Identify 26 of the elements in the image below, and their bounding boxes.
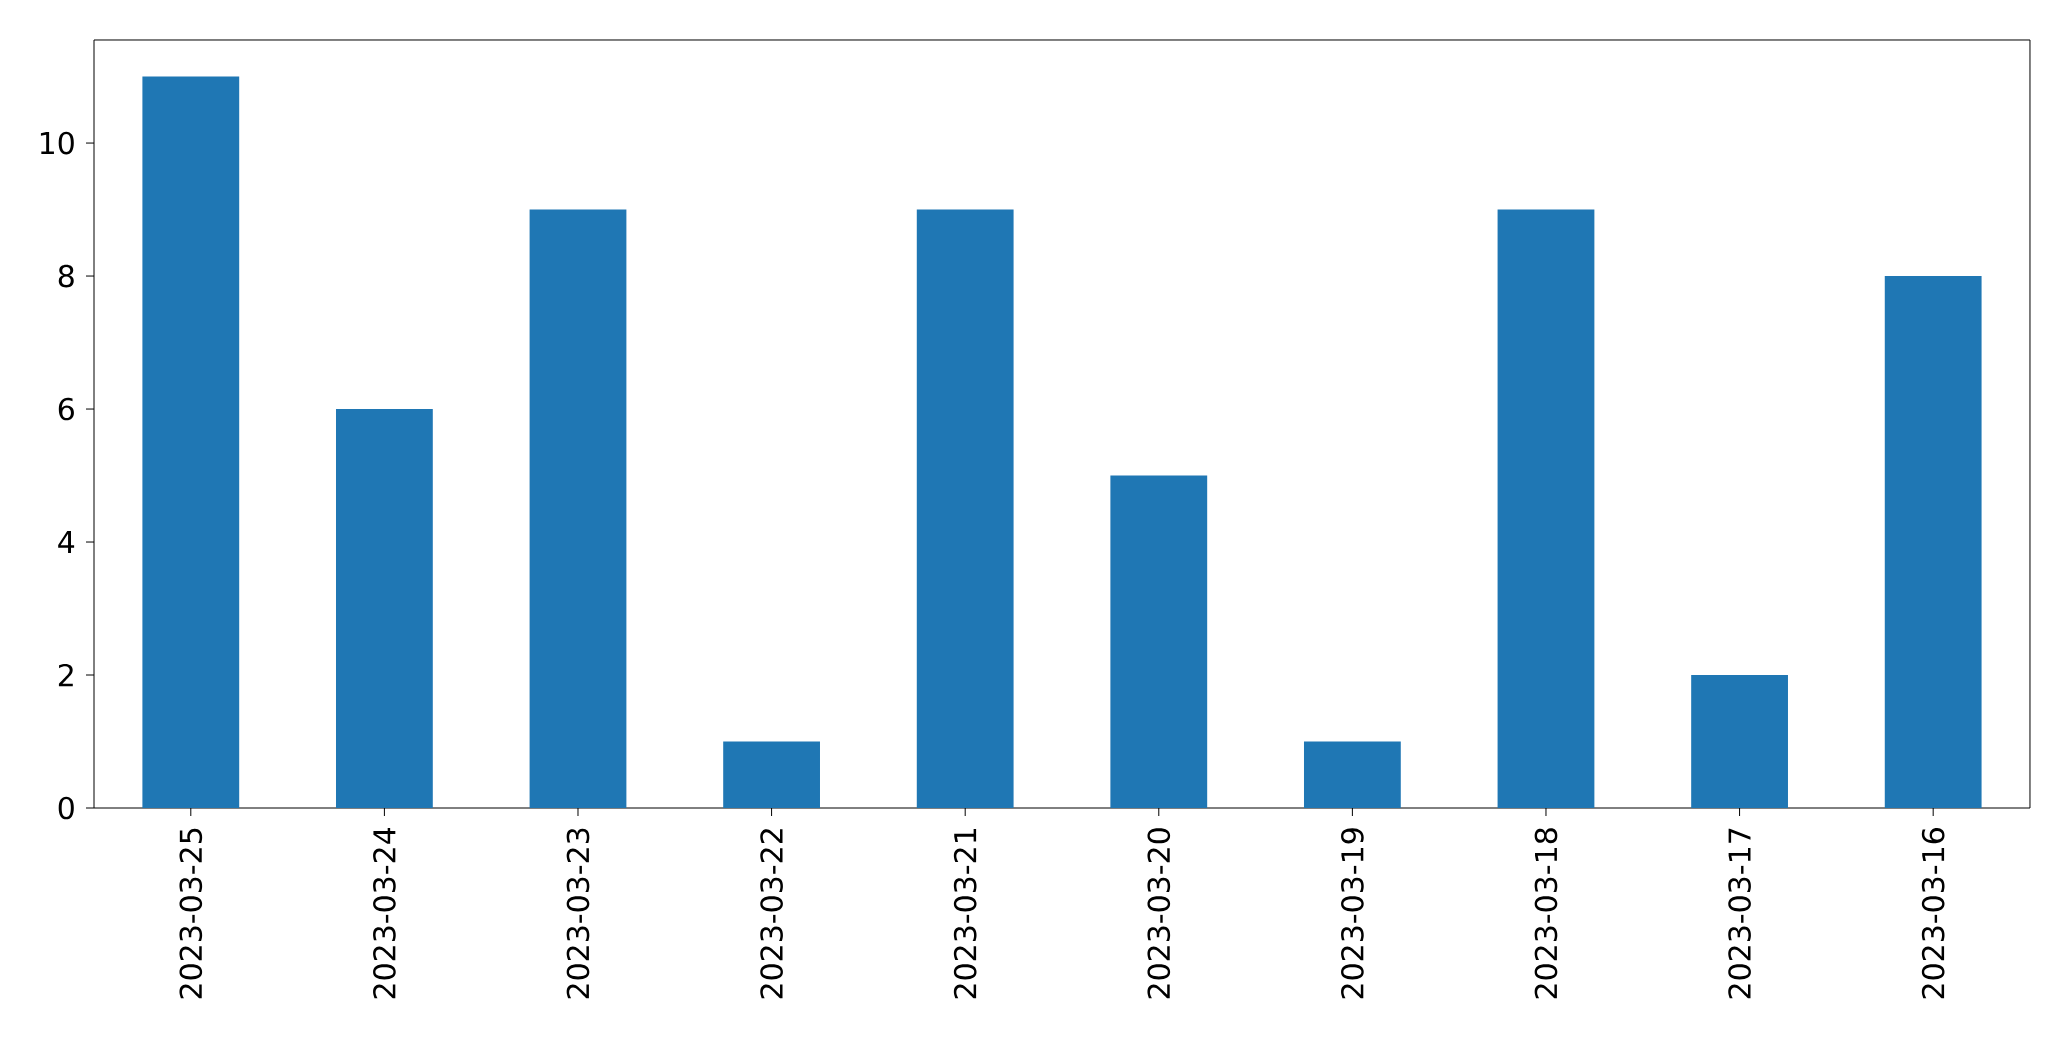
bar — [1884, 276, 1982, 808]
bar — [336, 409, 433, 808]
x-tick-label: 2023-03-19 — [1341, 828, 1364, 999]
bar — [1303, 741, 1401, 808]
x-tick-label: 2023-03-24 — [373, 827, 396, 999]
x-tick-label: 2023-03-16 — [1921, 828, 1945, 999]
bar — [1691, 675, 1788, 808]
x-tick-label: 2023-03-18 — [1534, 828, 1558, 999]
y-tick-label: 0 — [58, 796, 74, 820]
x-tick-label: 2023-03-17 — [1728, 828, 1751, 999]
x-tick-label: 2023-03-21 — [953, 829, 977, 999]
x-tick-label: 2023-03-25 — [179, 828, 203, 999]
bar — [1110, 475, 1208, 808]
bar — [916, 209, 1014, 808]
bar — [1497, 209, 1595, 808]
y-tick-label: 10 — [40, 131, 74, 155]
x-tick-label: 2023-03-23 — [566, 828, 590, 999]
bar — [723, 741, 820, 808]
x-tick-label: 2023-03-20 — [1147, 828, 1171, 999]
bar — [142, 76, 240, 808]
y-tick-label: 4 — [58, 531, 75, 553]
y-tick-label: 6 — [58, 397, 74, 421]
bar — [529, 209, 627, 808]
x-tick-label: 2023-03-22 — [760, 829, 783, 999]
y-tick-label: 2 — [58, 663, 73, 687]
y-tick-label: 8 — [58, 264, 74, 288]
